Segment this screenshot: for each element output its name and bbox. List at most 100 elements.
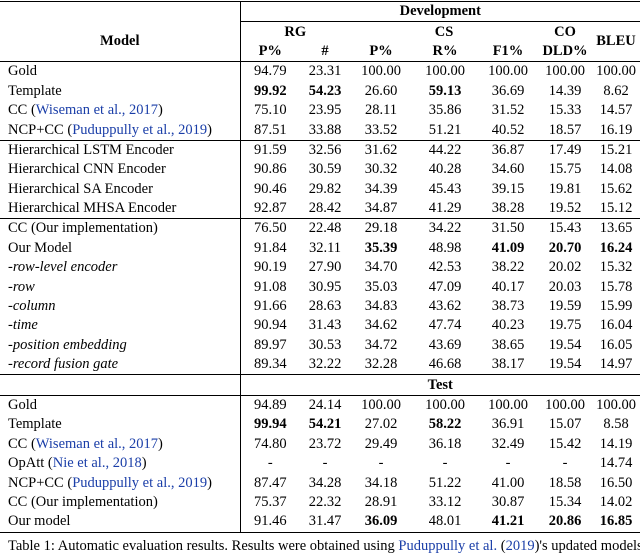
value-cell: 14.74	[599, 455, 633, 472]
table-row: Template 99.94 54.21 27.02 58.22 36.91 15.07 8.…	[0, 415, 640, 435]
value-cell: 20.86	[538, 512, 592, 533]
model-cell: CC (Our implementation)	[0, 218, 241, 239]
model-cell: -row	[0, 277, 241, 297]
value-cell: 100.00	[478, 61, 538, 82]
value-cell: 34.60	[491, 161, 525, 178]
value-cell: 75.10	[253, 102, 287, 119]
caption: Table 1: Automatic evaluation results. R…	[8, 538, 640, 555]
model-cell: -time	[0, 316, 241, 336]
model-name: Template	[8, 416, 62, 433]
value-cell: 38.17	[491, 356, 525, 373]
value-cell: 8.58	[603, 416, 629, 433]
value-cell: 34.28	[308, 474, 342, 491]
table-row: Hierarchical LSTM Encoder 91.59 32.56 31.62…	[0, 139, 640, 161]
value-cell: 20.02	[548, 259, 582, 276]
bleu-header: BLEU	[596, 33, 636, 50]
model-cell: NCP+CC (Puduppully et al., 2019)	[0, 120, 241, 141]
table-row: Gold 94.89 24.14 100.00 100.00 100.00 100.00 10…	[0, 394, 640, 416]
header-row: Development	[0, 0, 640, 23]
value-cell: 100.00	[592, 394, 640, 416]
value-cell: 15.07	[548, 416, 582, 433]
value-cell: 99.92	[253, 82, 287, 99]
model-name: )	[207, 474, 212, 491]
value-cell: 75.37	[253, 493, 287, 510]
model-name: -time	[8, 317, 38, 334]
value-cell: 15.12	[599, 200, 633, 217]
value-cell: -	[378, 455, 384, 472]
section-cell	[0, 374, 241, 396]
model-name: Hierarchical MHSA Encoder	[8, 200, 177, 217]
value-cell: 36.87	[478, 139, 538, 161]
value-cell: 31.52	[491, 102, 525, 119]
value-cell: 16.19	[599, 121, 633, 138]
value-cell: 74.80	[253, 435, 287, 452]
header-row: P% # P% R% F1% DLD%	[0, 42, 640, 62]
value-cell: 34.62	[364, 317, 398, 334]
value-cell: 48.01	[412, 512, 478, 533]
value-cell: 35.03	[364, 278, 398, 295]
value-cell: 31.50	[478, 218, 538, 239]
table-row: CC (Our implementation) 76.50 22.48 29.18 34…	[0, 218, 640, 239]
header-row: Model RG CS CO BLEU	[0, 21, 640, 62]
model-cell: Gold	[0, 61, 241, 82]
value-cell: 40.28	[428, 161, 462, 178]
model-cell: Template	[0, 81, 241, 101]
value-cell: 91.66	[253, 298, 287, 315]
citation: 2019	[505, 538, 535, 554]
value-cell: 90.19	[253, 259, 287, 276]
value-cell: 59.13	[428, 82, 462, 99]
value-cell: 31.43	[308, 317, 342, 334]
value-cell: 31.47	[300, 512, 350, 533]
model-name: Hierarchical CNN Encoder	[8, 161, 166, 178]
value-cell: 19.59	[548, 298, 582, 315]
value-cell: 90.86	[253, 161, 287, 178]
value-cell: 48.98	[428, 239, 462, 256]
value-cell: 87.51	[253, 121, 287, 138]
value-cell: 41.09	[491, 239, 525, 256]
value-cell: 40.17	[491, 278, 525, 295]
model-name: Template	[8, 82, 62, 99]
value-cell: 18.58	[548, 474, 582, 491]
value-cell: 15.32	[599, 259, 633, 276]
value-cell: 15.21	[592, 139, 640, 161]
value-cell: 13.65	[592, 218, 640, 239]
model-cell: Hierarchical SA Encoder	[0, 179, 241, 199]
model-name: )	[207, 121, 212, 138]
model-name: -record fusion gate	[8, 356, 119, 373]
value-cell: -	[322, 455, 328, 472]
value-cell: 41.29	[428, 200, 462, 217]
value-cell: 30.53	[308, 336, 342, 353]
model-name: Gold	[8, 397, 37, 413]
value-cell: 89.34	[253, 356, 287, 373]
model-header: Model	[0, 21, 241, 62]
value-cell: 22.48	[300, 218, 350, 239]
citation: Wiseman et al., 2017	[35, 102, 159, 119]
value-cell: 30.95	[308, 278, 342, 295]
value-cell: 15.78	[599, 278, 633, 295]
table-row: Hierarchical MHSA Encoder 92.87 28.42 34.87…	[0, 198, 640, 219]
value-cell: 54.21	[308, 416, 342, 433]
value-cell: 89.97	[253, 336, 287, 353]
table-row: -row 91.08 30.95 35.03 47.09 40.17 20.03 15.78	[0, 277, 640, 297]
model-name: OpAtt (	[8, 455, 53, 472]
value-cell: 16.05	[599, 336, 633, 353]
value-cell: 14.39	[548, 82, 582, 99]
value-cell: 20.03	[548, 278, 582, 295]
value-cell: 39.15	[491, 180, 525, 197]
value-cell: 23.31	[300, 61, 350, 82]
value-cell: 51.22	[428, 474, 462, 491]
model-cell: -record fusion gate	[0, 355, 241, 375]
model-name: -row	[8, 278, 35, 295]
column-header: #	[321, 42, 329, 59]
value-cell: 19.54	[548, 336, 582, 353]
value-cell: 91.46	[240, 512, 300, 533]
model-name: )	[158, 435, 163, 452]
value-cell: 14.97	[599, 356, 633, 373]
value-cell: 30.32	[364, 161, 398, 178]
value-cell: 100.00	[478, 394, 538, 416]
value-cell: 34.22	[412, 218, 478, 239]
value-cell: 30.87	[491, 493, 525, 510]
value-cell: 8.62	[603, 82, 629, 99]
value-cell: 27.02	[364, 416, 398, 433]
